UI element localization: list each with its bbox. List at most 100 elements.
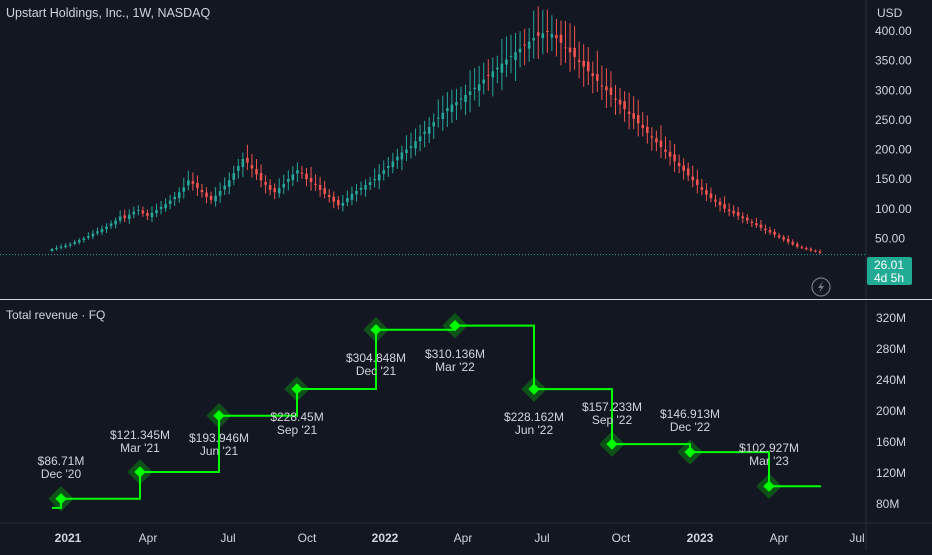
candle-body — [355, 190, 358, 195]
candle-body — [237, 166, 240, 171]
revenue-point — [763, 480, 775, 492]
candle-body — [364, 185, 367, 190]
revenue-point — [134, 466, 146, 478]
candle-body — [559, 34, 563, 43]
candle-body — [755, 223, 758, 226]
candle-body — [287, 179, 290, 182]
candle-body — [200, 190, 204, 193]
revenue-period-label: Mar '22 — [435, 360, 475, 374]
candle-body — [795, 244, 799, 247]
revenue-value-label: $228.45M — [270, 410, 323, 424]
candle-body — [377, 174, 381, 181]
lightning-icon — [811, 277, 831, 297]
candle-body — [137, 209, 140, 211]
candle-body — [100, 228, 104, 233]
candle-body — [682, 165, 685, 171]
candle-body — [441, 112, 445, 120]
candle-body — [300, 172, 304, 174]
candle-body — [82, 238, 86, 241]
candle-body — [123, 215, 127, 219]
candle-body — [432, 122, 436, 127]
candle-body — [209, 195, 213, 200]
candle-body — [523, 44, 526, 46]
price-tick-label: 50.00 — [875, 231, 905, 245]
candle-body — [473, 87, 476, 89]
time-axis-label: Jul — [534, 531, 549, 545]
candle-body — [109, 223, 113, 226]
candle-body — [505, 59, 508, 65]
price-tick-label: 350.00 — [875, 54, 912, 68]
revenue-period-label: Dec '20 — [41, 467, 82, 481]
candle-body — [677, 162, 681, 167]
candle-body — [164, 204, 167, 209]
revenue-value-label: $193.946M — [189, 431, 249, 445]
candle-body — [155, 209, 158, 214]
revenue-period-label: Jun '21 — [200, 444, 239, 458]
price-tick-label: 250.00 — [875, 113, 912, 127]
candle-body — [327, 195, 331, 197]
candle-body — [582, 60, 585, 67]
candle-body — [414, 141, 417, 149]
candle-body — [373, 179, 376, 181]
candle-body — [114, 220, 117, 225]
candle-body — [591, 73, 595, 77]
candle-body — [605, 86, 608, 91]
candle-body — [646, 126, 649, 133]
revenue-tick-label: 280M — [876, 342, 906, 356]
candle-body — [450, 104, 454, 113]
revenue-tick-label: 120M — [876, 466, 906, 480]
price-tick-label: 100.00 — [875, 202, 912, 216]
candle-body — [168, 200, 172, 205]
candle-body — [241, 158, 245, 168]
symbol-title[interactable]: Upstart Holdings, Inc., 1W, NASDAQ — [6, 6, 211, 20]
candle-body — [218, 190, 222, 196]
candle-body — [541, 33, 545, 39]
candle-body — [805, 247, 808, 250]
candle-body — [105, 226, 108, 230]
candle-body — [496, 67, 499, 70]
candle-body — [386, 166, 390, 168]
candle-body — [482, 79, 486, 84]
time-axis-label: Apr — [770, 531, 789, 545]
candle-body — [418, 136, 422, 142]
candle-body — [55, 247, 58, 250]
candle-body — [359, 188, 363, 190]
candle-body — [718, 201, 722, 206]
candle-body — [777, 235, 781, 238]
candle-body — [282, 183, 286, 188]
time-axis-label: Oct — [298, 531, 317, 545]
revenue-value-label: $86.71M — [38, 454, 85, 468]
time-axis-label: Apr — [454, 531, 473, 545]
candle-body — [509, 55, 513, 57]
revenue-point — [55, 493, 67, 505]
revenue-period-label: Sep '21 — [277, 423, 318, 437]
candle-body — [227, 180, 231, 187]
candle-body — [214, 195, 217, 202]
candle-body — [486, 74, 490, 76]
candle-body — [382, 170, 386, 174]
candle-body — [273, 188, 276, 193]
candle-body — [305, 173, 308, 180]
candle-body — [741, 216, 745, 219]
candle-body — [423, 131, 426, 134]
candle-body — [132, 211, 136, 215]
candle-body — [264, 182, 267, 186]
price-tick-label: 200.00 — [875, 143, 912, 157]
candle-body — [59, 246, 63, 248]
lightning-icon-bolt — [818, 281, 824, 293]
candle-body — [314, 183, 317, 186]
candle-body — [668, 151, 672, 157]
candle-body — [77, 240, 81, 243]
candle-body — [659, 140, 663, 148]
revenue-pane-title[interactable]: Total revenue · FQ — [6, 308, 106, 322]
candle-body — [173, 196, 176, 200]
candle-body — [182, 187, 186, 192]
revenue-value-label: $157.233M — [582, 400, 642, 414]
candle-body — [546, 31, 549, 33]
candle-body — [277, 188, 281, 194]
candle-body — [732, 210, 735, 214]
candle-body — [118, 216, 122, 221]
candle-body — [141, 210, 145, 214]
candle-body — [750, 221, 754, 223]
